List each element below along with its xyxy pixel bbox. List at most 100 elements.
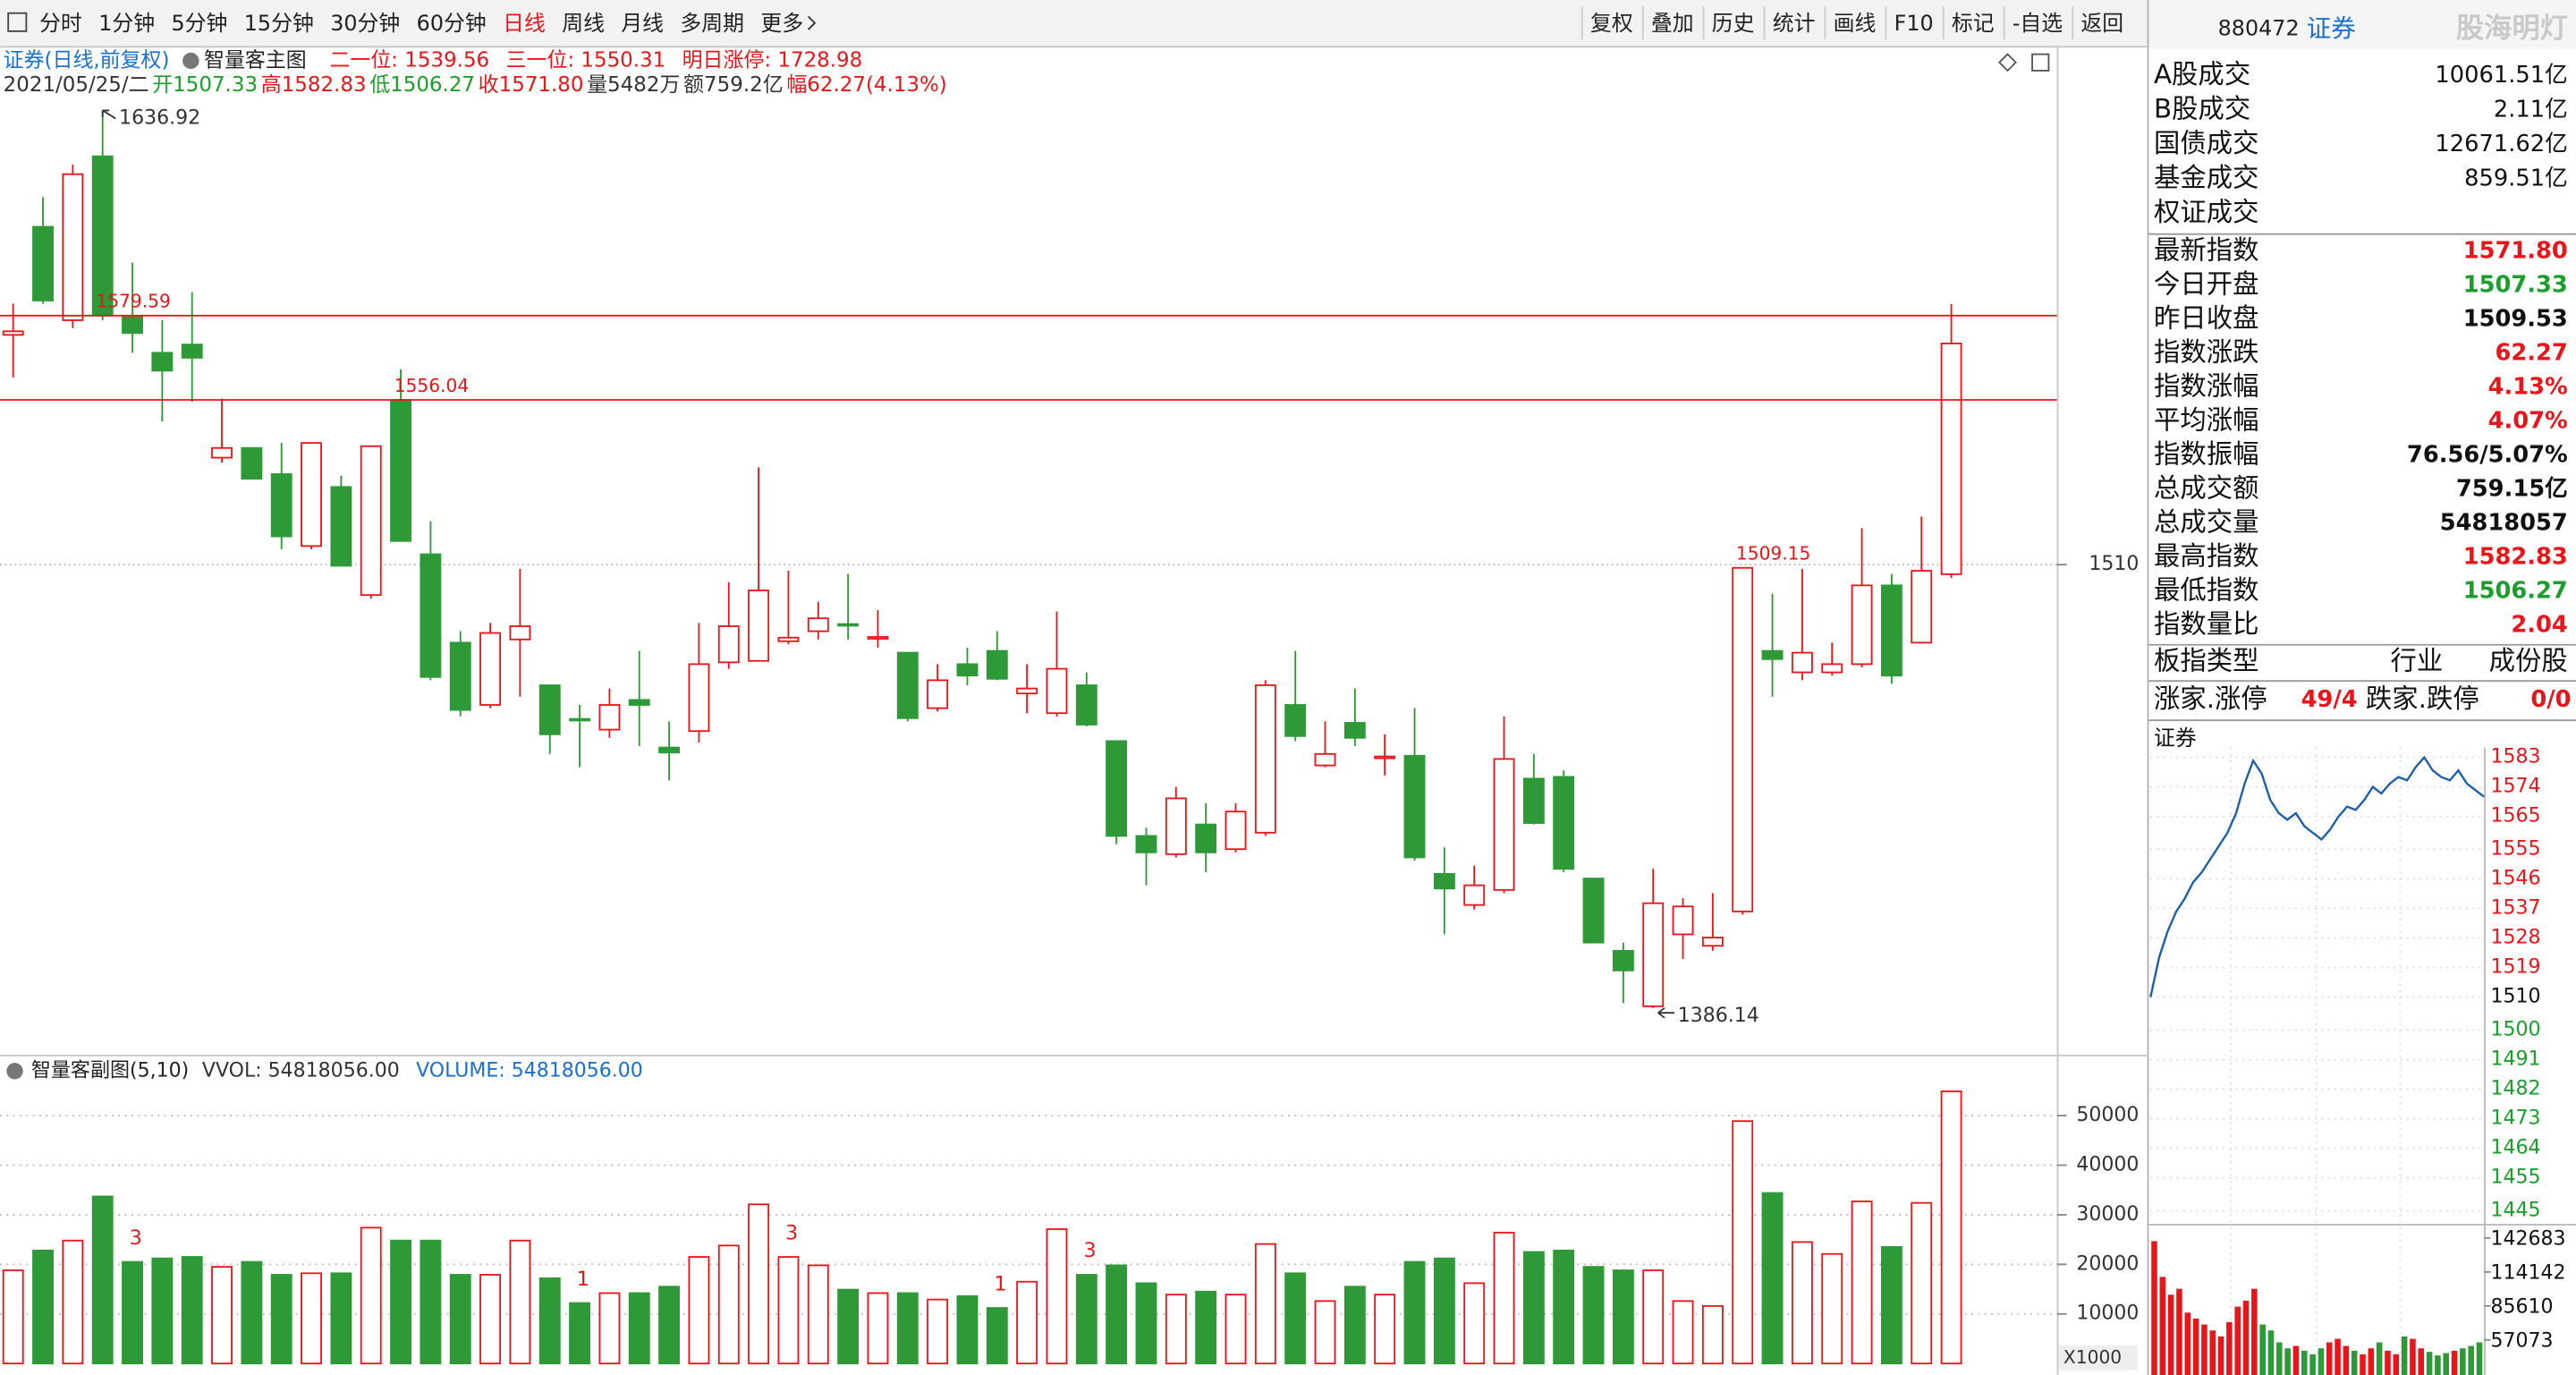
window-icon[interactable] xyxy=(2031,53,2050,72)
row-value: 2.11亿 xyxy=(2494,97,2568,123)
row-label: 最低指数 xyxy=(2154,575,2259,606)
volume-bar xyxy=(1732,1120,1754,1365)
mini-volume-bar xyxy=(2460,1348,2466,1375)
volume-bar xyxy=(956,1294,979,1365)
candle-body xyxy=(1880,584,1902,677)
volume-bar xyxy=(1314,1300,1336,1365)
tool-button[interactable]: 复权 xyxy=(1590,11,1633,36)
period-tab[interactable]: 5分钟 xyxy=(171,11,227,36)
volume-bar xyxy=(1284,1272,1307,1365)
mini-volume-bar xyxy=(2426,1352,2433,1375)
y-tick-label: 142683 xyxy=(2490,1228,2565,1251)
mini-volume-bar xyxy=(2468,1345,2474,1375)
period-tab[interactable]: 更多 xyxy=(760,11,803,36)
volume-marker: 1 xyxy=(994,1273,1006,1295)
tool-button[interactable]: 返回 xyxy=(2080,11,2123,36)
tool-button[interactable]: -自选 xyxy=(2012,11,2063,36)
volume-bar xyxy=(330,1272,352,1365)
period-tab[interactable]: 30分钟 xyxy=(330,11,400,36)
candle-body xyxy=(1165,797,1187,855)
row-value: 1509.53 xyxy=(2463,305,2568,332)
period-tab[interactable]: 多周期 xyxy=(680,11,744,36)
y-tick-label: 30000 xyxy=(2076,1203,2139,1226)
tool-button[interactable]: 画线 xyxy=(1834,11,1877,36)
tool-button[interactable]: 叠加 xyxy=(1651,11,1694,36)
logo: 股海明灯 xyxy=(2456,13,2568,45)
mini-line xyxy=(2149,755,2485,997)
y-tick-label: 20000 xyxy=(2076,1252,2139,1275)
y-tick-label: 1519 xyxy=(2490,956,2540,979)
tool-button[interactable]: 历史 xyxy=(1712,11,1755,36)
candle-body xyxy=(151,352,174,372)
row-value: 859.51亿 xyxy=(2464,166,2568,192)
mini-volume-bar xyxy=(2401,1336,2408,1375)
period-tab[interactable]: 1分钟 xyxy=(98,11,155,36)
type-tab[interactable]: 成份股 xyxy=(2489,646,2568,676)
y-tick-label: 1482 xyxy=(2490,1077,2540,1099)
tool-button[interactable]: 统计 xyxy=(1773,11,1816,36)
mini-volume-bar xyxy=(2226,1321,2233,1375)
mini-volume-bar xyxy=(2276,1342,2283,1375)
y-tick-label: 40000 xyxy=(2076,1154,2139,1176)
candle-body xyxy=(1761,649,1784,660)
sub-icon[interactable] xyxy=(6,1063,23,1080)
mini-volume-bar xyxy=(2451,1350,2458,1375)
row-label: 指数振幅 xyxy=(2154,439,2259,470)
volume-bar xyxy=(867,1292,889,1365)
volume-bar xyxy=(688,1256,710,1365)
period-tab[interactable]: 月线 xyxy=(621,11,664,36)
candle-body xyxy=(1612,949,1634,972)
volume-bar xyxy=(91,1195,114,1365)
period-tab[interactable]: 60分钟 xyxy=(417,11,487,36)
volume-bar xyxy=(1403,1260,1426,1365)
volume-bar xyxy=(658,1286,681,1365)
candle-body xyxy=(1642,902,1665,1007)
candle-body xyxy=(569,717,591,722)
diamond-icon[interactable] xyxy=(1998,53,2017,72)
mini-volume-bar xyxy=(2292,1345,2300,1375)
level-text: 二一位: 1539.56 xyxy=(329,48,489,72)
volume-bar xyxy=(270,1274,292,1365)
mini-volume-bar xyxy=(2343,1345,2350,1375)
volume-bar xyxy=(1612,1269,1634,1365)
candle-body xyxy=(1701,937,1724,947)
period-tab[interactable]: 15分钟 xyxy=(244,11,314,36)
period-tab[interactable]: 周线 xyxy=(562,11,605,36)
mini-volume-bar xyxy=(2368,1348,2375,1375)
tool-button[interactable]: 标记 xyxy=(1952,11,1995,36)
level-label: 1556.04 xyxy=(394,375,469,396)
volume-bar xyxy=(1791,1241,1813,1365)
volume-bar xyxy=(1135,1282,1157,1365)
candle-body xyxy=(1284,704,1307,737)
volume-marker: 3 xyxy=(130,1227,142,1250)
level-label: 1579.59 xyxy=(96,291,170,312)
volume-bar xyxy=(986,1307,1008,1365)
candle-body xyxy=(837,623,860,627)
y-tick-label: 1583 xyxy=(2490,746,2540,768)
volume-title: 智量客副图(5,10) xyxy=(31,1059,189,1082)
row-label: 跌家.跌停 xyxy=(2366,683,2479,714)
mini-volume-bar xyxy=(2418,1348,2425,1375)
candle-body xyxy=(1522,777,1545,824)
volume-bar xyxy=(241,1260,263,1365)
row-label: 指数涨幅 xyxy=(2154,371,2259,402)
row-label: 指数量比 xyxy=(2154,609,2259,640)
candle-body xyxy=(1314,752,1336,767)
volume-bar xyxy=(1106,1264,1128,1365)
type-tab[interactable]: 行业 xyxy=(2390,646,2443,676)
row-value: 10061.51亿 xyxy=(2435,62,2567,89)
mini-volume-bar xyxy=(2217,1336,2224,1375)
candle-body xyxy=(1493,758,1515,891)
candle-body xyxy=(479,632,502,706)
volume-bar xyxy=(1701,1304,1724,1365)
high-label: 1636.92 xyxy=(119,107,200,130)
volume-stat: VOLUME: 54818056.00 xyxy=(416,1059,643,1082)
row-value: 1571.80 xyxy=(2463,237,2568,264)
candle-body xyxy=(986,649,1008,680)
menu-icon[interactable] xyxy=(7,12,28,32)
period-tab[interactable]: 日线 xyxy=(503,11,546,36)
period-tab[interactable]: 分时 xyxy=(39,11,82,36)
volume-bar xyxy=(1433,1257,1455,1365)
candle-body xyxy=(538,684,561,735)
tool-button[interactable]: F10 xyxy=(1894,11,1934,36)
